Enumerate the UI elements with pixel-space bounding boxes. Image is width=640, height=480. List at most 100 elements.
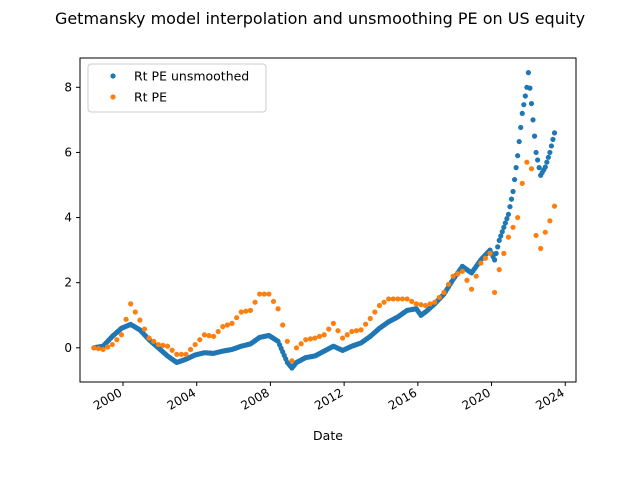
data-point bbox=[339, 335, 346, 341]
data-point bbox=[504, 216, 510, 222]
data-point bbox=[547, 218, 553, 224]
data-point bbox=[436, 294, 442, 300]
data-point bbox=[160, 342, 166, 348]
data-point bbox=[137, 317, 143, 323]
data-point bbox=[123, 316, 129, 322]
data-point bbox=[372, 309, 378, 315]
data-point bbox=[367, 315, 373, 322]
y-tick-label: 4 bbox=[64, 211, 72, 225]
data-point bbox=[505, 211, 512, 217]
data-point bbox=[519, 180, 525, 186]
data-point bbox=[501, 224, 507, 230]
data-point bbox=[478, 260, 484, 266]
data-point bbox=[505, 234, 512, 240]
data-point bbox=[390, 296, 396, 302]
data-point bbox=[289, 358, 295, 364]
data-point bbox=[445, 281, 452, 287]
data-point bbox=[395, 296, 401, 302]
data-point bbox=[482, 255, 488, 261]
data-point bbox=[224, 322, 231, 328]
axes-frame bbox=[79, 57, 577, 383]
data-point bbox=[363, 321, 369, 327]
series-layer bbox=[91, 70, 558, 371]
data-point bbox=[528, 166, 535, 172]
data-point bbox=[280, 322, 286, 328]
data-point bbox=[518, 124, 524, 131]
data-point bbox=[229, 320, 235, 326]
data-point bbox=[95, 346, 102, 352]
data-point bbox=[215, 328, 221, 335]
data-point bbox=[155, 341, 161, 348]
data-point bbox=[118, 332, 125, 338]
data-point bbox=[243, 308, 249, 314]
data-point bbox=[321, 332, 327, 338]
data-point bbox=[386, 296, 392, 302]
data-point bbox=[91, 345, 97, 351]
data-point bbox=[169, 347, 175, 353]
data-point bbox=[151, 338, 157, 344]
data-point bbox=[257, 291, 263, 297]
data-point bbox=[510, 188, 516, 195]
data-point bbox=[284, 338, 290, 344]
data-point bbox=[413, 301, 419, 307]
data-point bbox=[349, 328, 355, 335]
data-point bbox=[312, 335, 318, 341]
data-point bbox=[381, 299, 387, 305]
data-point bbox=[487, 250, 493, 256]
data-point bbox=[524, 159, 530, 165]
data-point bbox=[178, 351, 184, 357]
data-point bbox=[358, 327, 364, 333]
data-point bbox=[528, 100, 535, 107]
data-point bbox=[550, 136, 556, 143]
data-point bbox=[197, 337, 203, 343]
data-point bbox=[238, 309, 244, 315]
series-unsmoothed bbox=[91, 70, 558, 371]
data-point bbox=[536, 165, 542, 171]
data-point bbox=[432, 299, 438, 305]
data-point bbox=[502, 220, 508, 226]
data-point bbox=[531, 133, 538, 139]
y-tick-label: 6 bbox=[64, 145, 72, 159]
data-point bbox=[376, 302, 383, 309]
data-point bbox=[303, 337, 309, 343]
data-point bbox=[344, 332, 350, 338]
data-point bbox=[211, 333, 217, 340]
data-point bbox=[335, 328, 341, 334]
data-point bbox=[399, 296, 406, 302]
data-point bbox=[501, 250, 507, 256]
data-point bbox=[261, 291, 267, 297]
data-point bbox=[330, 320, 336, 326]
data-point bbox=[146, 335, 152, 341]
data-point bbox=[183, 351, 189, 357]
data-point bbox=[498, 233, 504, 239]
data-point bbox=[515, 214, 521, 221]
legend-label-unsmoothed: Rt PE unsmoothed bbox=[134, 69, 249, 84]
data-point bbox=[516, 138, 522, 145]
data-point bbox=[418, 302, 424, 308]
legend: Rt PE unsmoothed Rt PE bbox=[87, 63, 267, 113]
data-point bbox=[496, 237, 502, 243]
data-point bbox=[455, 271, 461, 277]
data-point bbox=[270, 298, 277, 305]
data-point bbox=[542, 164, 548, 170]
legend-marker-unsmoothed bbox=[110, 73, 116, 79]
data-point bbox=[551, 203, 558, 209]
data-point bbox=[533, 149, 539, 156]
data-point bbox=[450, 273, 456, 279]
data-point bbox=[493, 250, 499, 256]
series-pe bbox=[91, 159, 558, 364]
data-point bbox=[508, 196, 515, 202]
legend-box bbox=[87, 63, 267, 113]
data-point bbox=[492, 257, 498, 263]
data-point bbox=[275, 306, 281, 312]
data-point bbox=[496, 267, 502, 273]
data-point bbox=[551, 130, 558, 136]
data-point bbox=[464, 277, 470, 283]
data-point bbox=[507, 204, 513, 210]
data-point bbox=[114, 337, 120, 343]
data-point bbox=[427, 301, 433, 307]
data-point bbox=[234, 315, 240, 321]
data-point bbox=[266, 291, 272, 297]
data-point bbox=[519, 110, 525, 116]
